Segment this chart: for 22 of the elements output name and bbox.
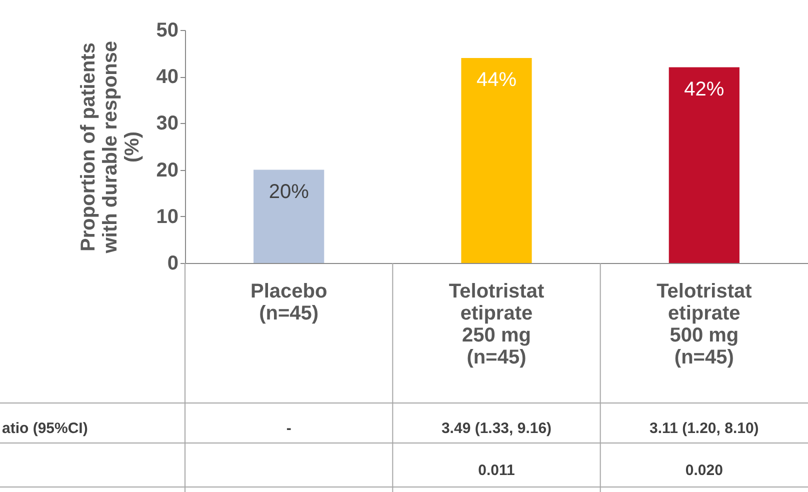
x-tick-label: Telotristat etiprate 250 mg (n=45) [448, 280, 544, 368]
bar [254, 170, 324, 263]
x-tick-label: Placebo (n=45) [250, 280, 328, 324]
text: atio (95%CI) [2, 420, 88, 437]
x-tick-label: Telotristat etiprate 500 mg (n=45) [656, 280, 752, 368]
y-axis-title: Proportion of patients with durable response (%) [77, 40, 144, 254]
y-tick-label: 40 [156, 66, 178, 88]
y-tick-label: 0 [167, 252, 178, 274]
data-label: 42% [684, 78, 724, 100]
y-tick-label: 50 [156, 20, 178, 42]
text: - [286, 420, 292, 437]
text: 3.11 (1.20, 8.10) [650, 420, 759, 437]
data-label: 20% [268, 180, 310, 203]
data-label: 44% [476, 68, 517, 91]
y-tick-label: 20 [156, 159, 178, 182]
text: 0.020 [685, 462, 723, 479]
bar [461, 58, 532, 263]
y-tick-label: 10 [156, 206, 178, 228]
text: 3.49 (1.33, 9.16) [441, 420, 552, 437]
bar [668, 67, 740, 263]
text: 0.011 [478, 462, 515, 479]
y-tick-label: 30 [156, 112, 178, 135]
